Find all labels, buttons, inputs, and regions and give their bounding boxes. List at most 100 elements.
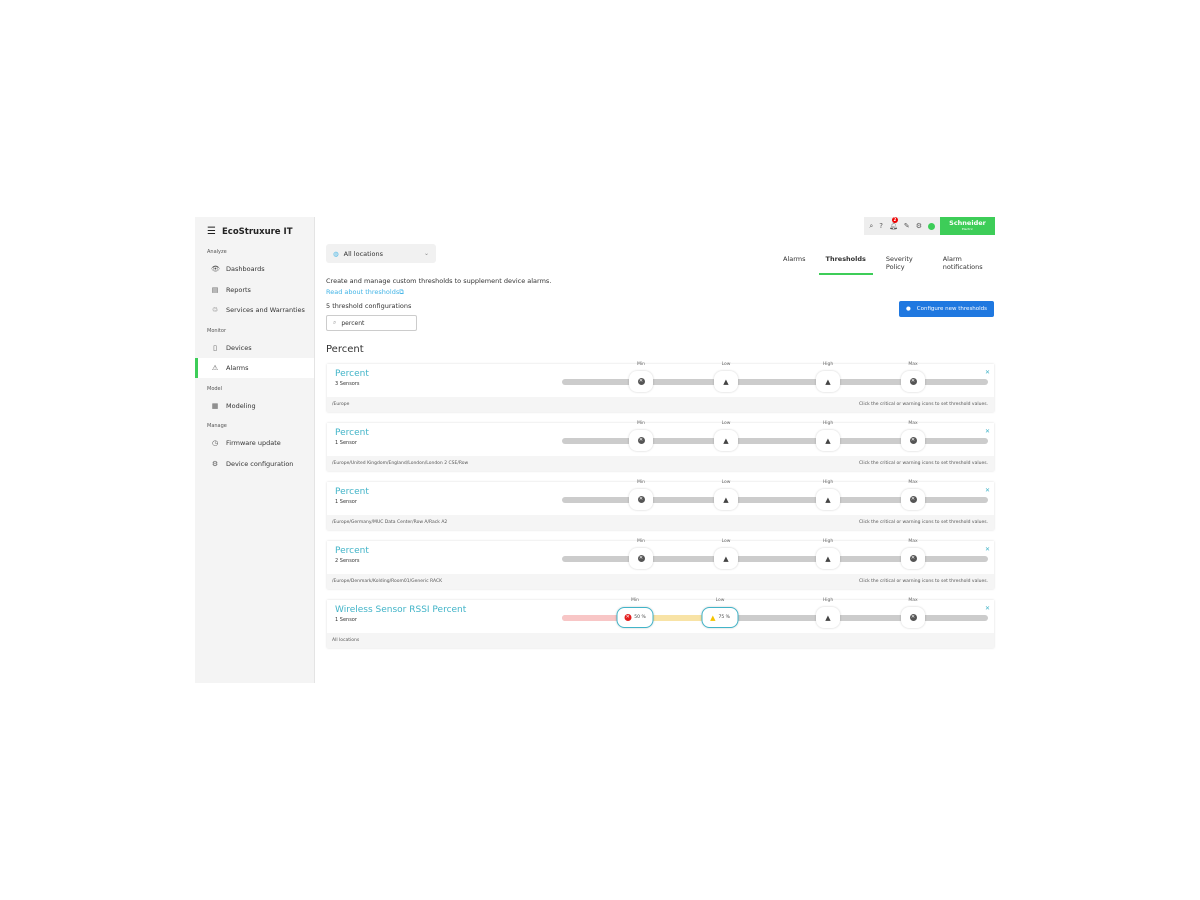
critical-icon: ✕ [909,496,917,503]
sidebar-item-firmware-update[interactable]: ◷ Firmware update [195,433,314,453]
threshold-name[interactable]: Percent [335,546,369,556]
marker-max-button[interactable]: ✕ [901,607,925,628]
sidebar-item-label: Modeling [226,401,256,410]
threshold-name[interactable]: Wireless Sensor RSSI Percent [335,605,467,615]
topbar: ⌕ ? 🔔︎ 2 ✎ ⚙ Schneider Electric [864,217,995,235]
marker-min-button[interactable]: ✕ [629,371,653,392]
configure-new-thresholds-button[interactable]: ● Configure new thresholds [899,301,994,317]
marker-label-max: Max [908,362,918,367]
sidebar-item-label: Dashboards [226,265,265,273]
close-icon[interactable]: ✕ [984,605,990,612]
hint-text: Click the critical or warning icons to s… [858,579,988,584]
marker-max-button[interactable]: ✕ [901,371,925,392]
marker-label-high: High [822,480,834,485]
threshold-track [562,379,988,385]
config-count: 5 threshold configurations [326,302,412,310]
critical-icon: ✕ [637,555,645,562]
search-field[interactable]: ⌕ [326,315,417,331]
config-icon: ⚙ [211,459,219,468]
close-icon[interactable]: ✕ [984,487,990,494]
marker-low-button[interactable]: ▲ [714,489,738,510]
search-input[interactable] [341,319,402,327]
external-link-icon: ⧉ [399,288,404,296]
marker-label-low: Low [715,598,725,603]
critical-icon: ✕ [909,614,917,621]
schneider-logo: Schneider Electric [940,217,995,235]
marker-max-button[interactable]: ✕ [901,430,925,451]
sensor-count: 1 Sensor [335,499,357,505]
location-path: /Europe/Germany/MUC Data Center/Row A/Ra… [332,520,448,525]
threshold-name[interactable]: Percent [335,428,369,438]
location-dropdown[interactable]: ◍ All locations ⌄ [326,244,436,263]
close-icon[interactable]: ✕ [984,546,990,553]
search-icon: ⌕ [333,319,337,326]
tab-severity-policy[interactable]: Severity Policy [885,255,913,271]
marker-max-button[interactable]: ✕ [901,548,925,569]
close-icon[interactable]: ✕ [984,428,990,435]
group-title: Percent [326,344,364,355]
marker-label-max: Max [908,480,918,485]
button-label: Configure new thresholds [916,306,988,312]
help-icon[interactable]: ? [879,222,883,230]
threshold-name[interactable]: Percent [335,369,369,379]
sidebar-item-label: Alarms [226,364,249,372]
marker-high-button[interactable]: ▲ [816,489,840,510]
sidebar-item-label: Reports [226,285,251,294]
critical-icon: ✕ [624,614,632,621]
sidebar-item-label: Firmware update [226,439,281,447]
device-icon: ▯ [213,343,217,352]
sidebar-item-devices[interactable]: ▯ Devices [195,338,314,358]
feedback-icon[interactable]: ✎ [903,222,910,230]
marker-high-button[interactable]: ▲ [816,371,840,392]
threshold-card: Percent 2 Sensors ✕ Min ✕ Low ▲ High ▲ Max ✕ /Europ… [327,539,994,589]
sidebar-item-alarms[interactable]: ⚠ Alarms [195,358,314,378]
marker-label-max: Max [908,598,918,603]
hamburger-menu-icon[interactable]: ☰ [207,226,216,237]
threshold-value: 50 % [634,615,646,620]
marker-high-button[interactable]: ▲ [816,607,840,628]
tab-alarms[interactable]: Alarms [783,255,806,263]
marker-min-button[interactable]: ✕ 50 % [616,607,654,628]
marker-min-button[interactable]: ✕ [629,548,653,569]
tab-thresholds[interactable]: Thresholds [818,255,873,275]
avatar[interactable] [928,222,935,230]
sidebar-item-dashboards[interactable]: 👁︎ Dashboards [195,259,314,279]
marker-high-button[interactable]: ▲ [816,548,840,569]
sidebar-section-label: Manage [207,423,227,429]
search-icon[interactable]: ⌕ [869,221,874,230]
marker-high-button[interactable]: ▲ [816,430,840,451]
close-icon[interactable]: ✕ [984,369,990,376]
link-text: Read about thresholds [326,288,400,296]
firmware-icon: ◷ [211,439,219,447]
marker-max-button[interactable]: ✕ [901,489,925,510]
notifications-icon[interactable]: 🔔︎ 2 [888,217,898,230]
sidebar-item-modeling[interactable]: ▦ Modeling [195,396,314,416]
threshold-name[interactable]: Percent [335,487,369,497]
marker-min-button[interactable]: ✕ [629,430,653,451]
marker-low-button[interactable]: ▲ [714,548,738,569]
marker-min-button[interactable]: ✕ [629,489,653,510]
marker-low-button[interactable]: ▲ [714,430,738,451]
marker-low-button[interactable]: ▲ [714,371,738,392]
read-about-link[interactable]: Read about thresholds⧉ [326,288,404,297]
threshold-card: Percent 3 Sensors ✕ Min ✕ Low ▲ High ▲ Max ✕ /Europ… [327,362,994,412]
marker-label-max: Max [908,421,918,426]
critical-icon: ✕ [637,378,645,385]
card-footer: /Europe/United Kingdom/England/London/Lo… [327,456,994,471]
warning-icon: ▲ [825,495,831,504]
settings-icon[interactable]: ⚙ [915,222,922,230]
threshold-track [562,615,988,621]
sidebar-item-services-and-warranties[interactable]: ♲ Services and Warranties [195,300,314,320]
critical-icon: ✕ [637,496,645,503]
sensor-count: 1 Sensor [335,617,357,623]
sidebar-item-device-configuration[interactable]: ⚙ Device configuration [195,454,314,474]
marker-low-button[interactable]: ▲ 75 % [701,607,739,628]
sidebar-item-reports[interactable]: ▤ Reports [195,280,314,300]
modeling-icon: ▦ [211,401,219,410]
warning-icon: ▲ [723,554,729,563]
location-path: /Europe/United Kingdom/England/London/Lo… [332,461,469,466]
tab-alarm-notifications[interactable]: Alarm notifications [942,255,983,271]
marker-label-min: Min [637,539,645,544]
hint-text: Click the critical or warning icons to s… [858,520,988,525]
marker-label-min: Min [631,598,639,603]
